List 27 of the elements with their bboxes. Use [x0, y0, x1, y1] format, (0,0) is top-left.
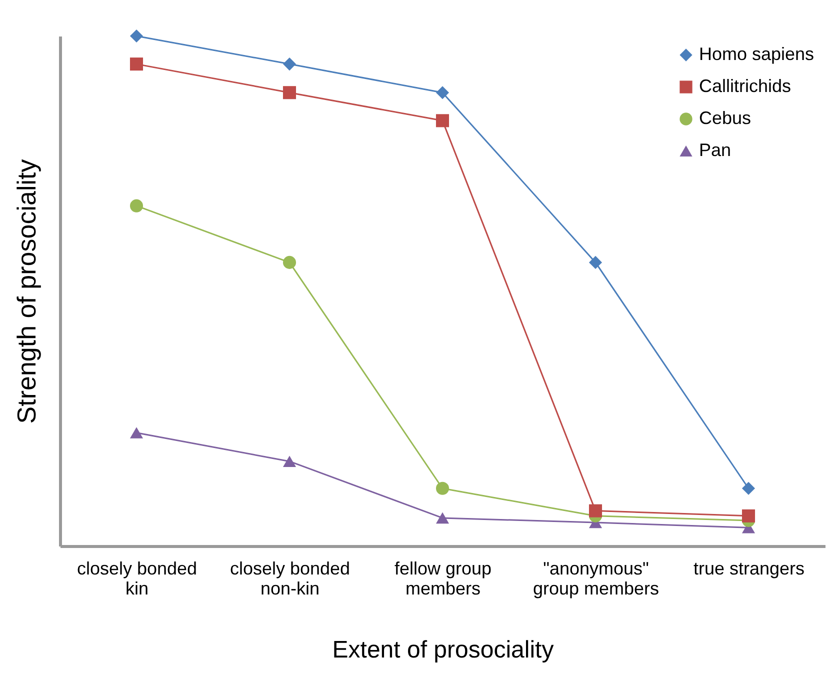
x-tick-label: fellow group members [394, 558, 492, 598]
point [130, 29, 144, 43]
x-tick-label: "anonymous" group members [532, 558, 660, 598]
point [588, 256, 602, 269]
point [436, 482, 450, 495]
point [130, 58, 144, 71]
point [742, 509, 756, 522]
point [436, 114, 450, 128]
point [130, 427, 144, 438]
legend-label: Cebus [699, 108, 752, 128]
legend-label: Homo sapiens [699, 44, 814, 64]
legend-label: Callitrichids [699, 76, 792, 96]
x-tick-label: closely bonded kin [76, 558, 198, 598]
x-axis-title: Extent of prosociality [332, 636, 554, 664]
x-tick-label: closely bonded non-kin [230, 558, 350, 598]
x-tick-label: true strangers [693, 558, 805, 578]
point [588, 504, 602, 518]
y-axis-title: Strength of prosociality [12, 159, 42, 424]
point [130, 199, 144, 212]
point [282, 456, 296, 467]
point [282, 256, 296, 269]
legend-label: Pan [699, 140, 732, 160]
point [282, 86, 296, 100]
point [742, 482, 756, 495]
point [282, 58, 296, 71]
point [436, 86, 450, 100]
point [436, 512, 450, 524]
